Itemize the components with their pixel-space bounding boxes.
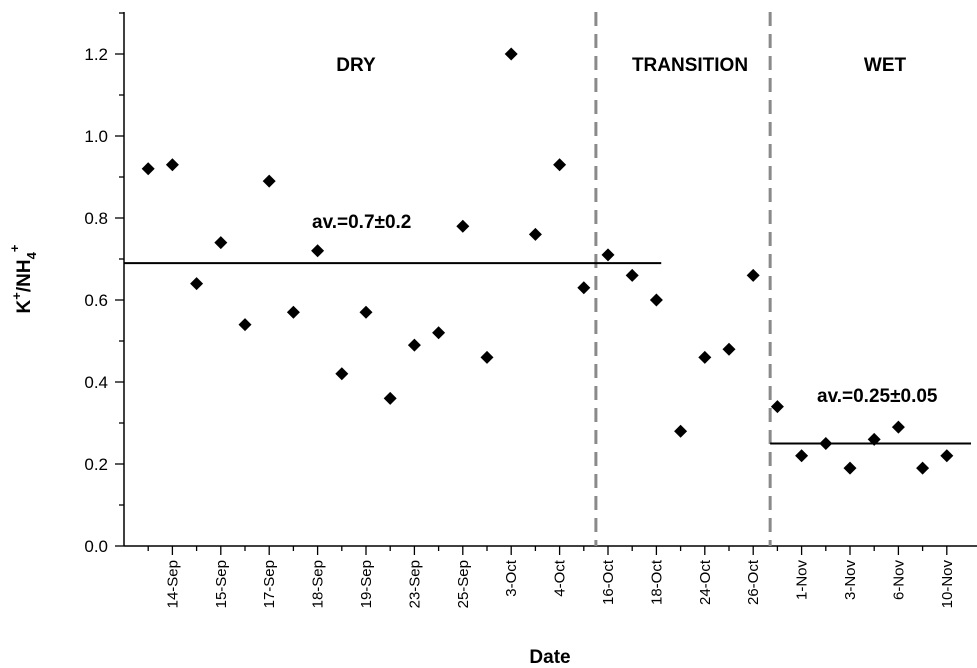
data-point <box>795 449 809 463</box>
y-tick-label: 1.0 <box>84 127 108 146</box>
data-point <box>432 326 446 340</box>
data-point <box>698 350 712 364</box>
data-point <box>262 174 276 188</box>
period-label: TRANSITION <box>632 55 748 76</box>
x-tick-label: 15-Sep <box>213 560 230 608</box>
x-tick-label: 19-Sep <box>358 560 375 608</box>
x-tick-label: 16-Oct <box>600 559 617 605</box>
y-tick-label: 0.4 <box>84 373 108 392</box>
data-point <box>867 432 881 446</box>
y-tick-label: 0.0 <box>84 537 108 556</box>
y-title-base: K <box>14 299 35 313</box>
data-point <box>286 305 300 319</box>
y-tick-label: 0.2 <box>84 455 108 474</box>
data-point <box>674 424 688 438</box>
data-point <box>383 391 397 405</box>
data-point <box>601 248 615 262</box>
average-label: av.=0.7±0.2 <box>312 212 411 233</box>
x-tick-label: 1-Nov <box>794 560 811 601</box>
x-tick-label: 10-Nov <box>939 560 956 609</box>
y-title-sup1: + <box>9 292 24 300</box>
average-label: av.=0.25±0.05 <box>817 386 938 407</box>
y-axis-ticks: 0.0 0.2 0.4 0.6 0.8 1.0 1.2 <box>84 12 124 556</box>
data-point <box>359 305 373 319</box>
data-point <box>916 461 930 475</box>
data-point <box>746 268 760 282</box>
data-point <box>335 367 349 381</box>
data-point <box>456 219 470 233</box>
data-points <box>141 47 954 475</box>
average-lines: av.=0.7±0.2 av.=0.25±0.05 <box>124 212 971 445</box>
data-point <box>940 449 954 463</box>
x-axis-title: Date <box>529 647 570 668</box>
x-tick-label: 14-Sep <box>164 560 181 608</box>
data-point <box>190 277 204 291</box>
x-tick-label: 23-Sep <box>406 560 423 608</box>
data-point <box>141 162 155 176</box>
x-tick-label: 4-Oct <box>552 559 569 597</box>
data-point <box>238 318 252 332</box>
data-point <box>165 158 179 172</box>
y-title-sup2: + <box>7 244 22 252</box>
data-point <box>577 281 591 295</box>
x-tick-label: 17-Sep <box>261 560 278 608</box>
data-point <box>311 244 325 258</box>
data-point <box>891 420 905 434</box>
data-point <box>480 350 494 364</box>
y-tick-label: 1.2 <box>84 45 108 64</box>
y-title-sub: 4 <box>24 251 39 259</box>
x-tick-label: 18-Oct <box>648 559 665 605</box>
plot-area: 0.0 0.2 0.4 0.6 0.8 1.0 1.2 14-Sep 15-Sep 17-Sep… <box>84 12 977 608</box>
y-tick-label: 0.8 <box>84 209 108 228</box>
x-tick-label: 25-Sep <box>455 560 472 608</box>
data-point <box>407 338 421 352</box>
period-labels: DRY TRANSITION WET <box>336 55 906 76</box>
data-point <box>843 461 857 475</box>
period-dividers <box>594 12 772 546</box>
data-point <box>819 437 833 450</box>
x-tick-label: 18-Sep <box>310 560 327 608</box>
data-point <box>504 47 518 61</box>
y-tick-label: 0.6 <box>84 291 108 310</box>
period-label: WET <box>864 55 907 76</box>
x-axis-ticks: 14-Sep 15-Sep 17-Sep 18-Sep 19-Sep 23-Sep 25-S… <box>147 546 956 609</box>
data-point <box>528 227 542 241</box>
data-point <box>770 400 784 414</box>
x-tick-label: 6-Nov <box>890 560 907 601</box>
data-point <box>625 268 639 282</box>
x-tick-label: 26-Oct <box>745 559 762 605</box>
data-point <box>722 342 736 356</box>
data-point <box>214 236 228 250</box>
data-point <box>553 158 567 172</box>
x-tick-label: 3-Nov <box>842 560 859 601</box>
x-tick-label: 3-Oct <box>503 559 520 597</box>
period-label: DRY <box>336 55 376 76</box>
y-axis-title: K+/NH4+ <box>7 244 39 313</box>
y-title-sep: /NH <box>14 259 35 292</box>
x-tick-label: 24-Oct <box>697 559 714 605</box>
data-point <box>649 293 663 307</box>
